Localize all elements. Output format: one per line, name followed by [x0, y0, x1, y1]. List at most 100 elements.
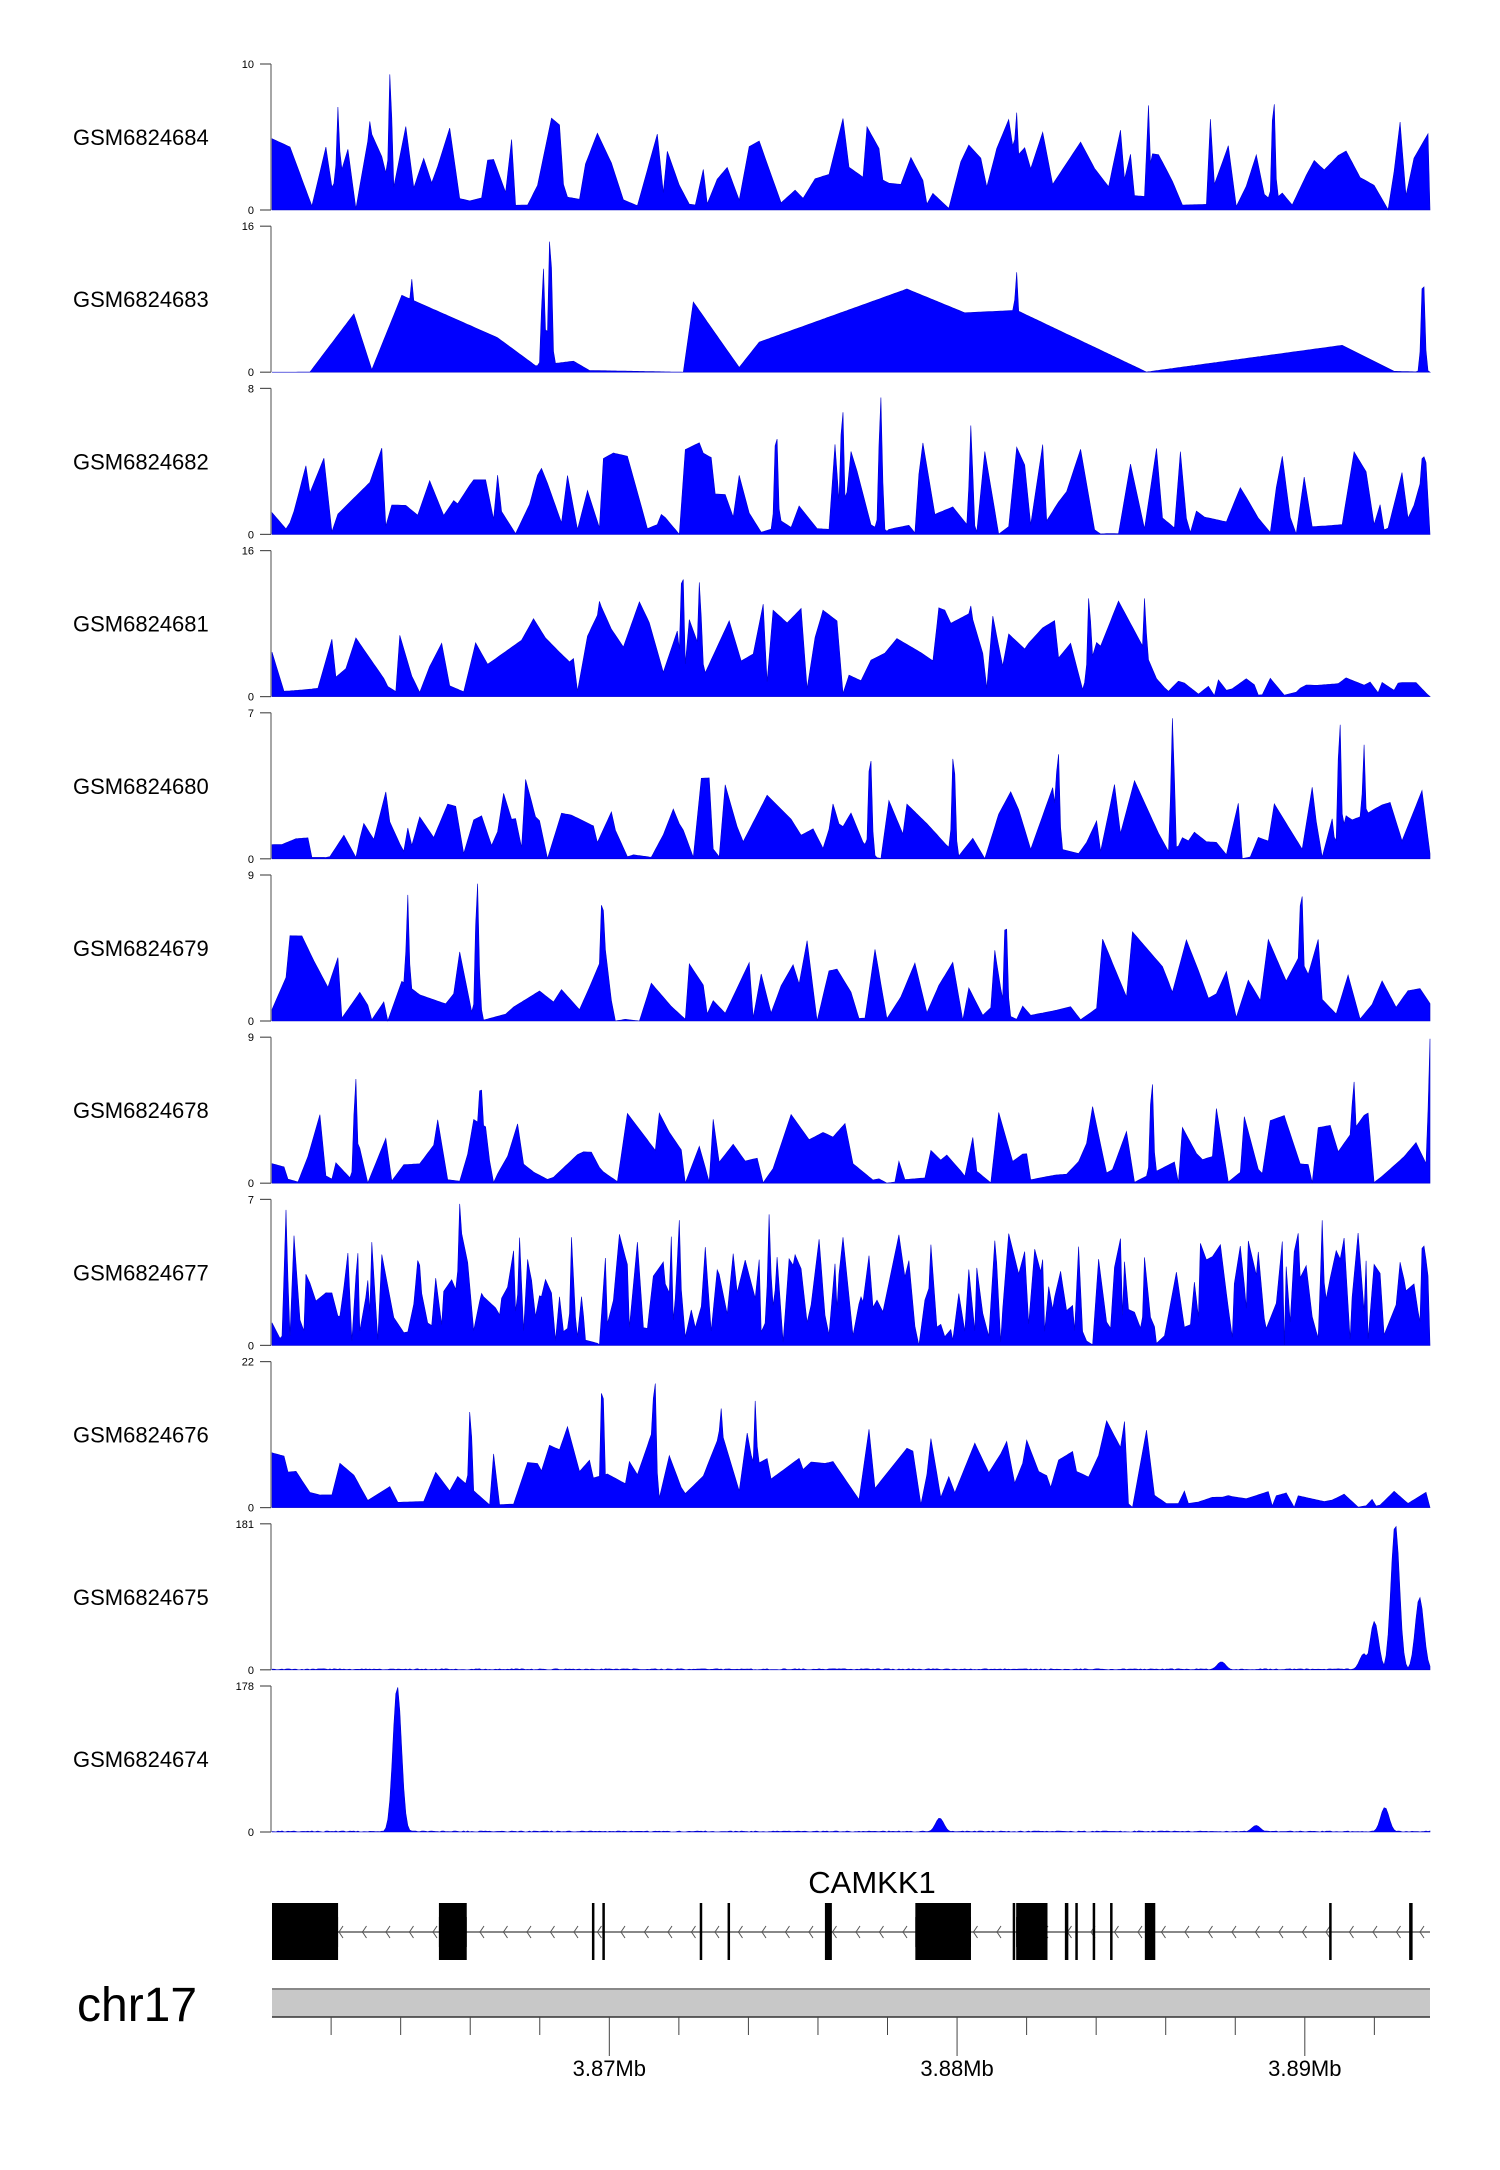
signal-area: [271, 883, 1431, 1022]
strand-arrow-icon: [831, 1925, 837, 1939]
exon: [1075, 1903, 1078, 1960]
y-tick-label-max: 7: [248, 1194, 254, 1206]
strand-arrow-icon: [643, 1925, 649, 1939]
chromosome-axis: chr17 3.87Mb 3.88Mb 3.89Mb: [77, 1979, 1430, 2081]
track-GSM6824674: GSM6824674 178 0: [73, 1681, 1431, 1839]
exon: [591, 1903, 595, 1960]
track-GSM6824680: GSM6824680 7 0: [73, 708, 1431, 866]
strand-arrow-icon: [667, 1925, 673, 1939]
y-tick-label-min: 0: [248, 854, 254, 866]
y-tick-label-max: 7: [248, 708, 254, 720]
track-label: GSM6824674: [73, 1747, 209, 1772]
exon: [1110, 1903, 1113, 1960]
exon: [602, 1903, 605, 1960]
strand-arrow-icon: [502, 1925, 508, 1939]
x-tick-label: 3.88Mb: [920, 2056, 993, 2081]
gene-track: CAMKK1: [272, 1865, 1430, 1960]
strand-arrow-icon: [385, 1925, 391, 1939]
exon: [1064, 1903, 1069, 1960]
strand-arrow-icon: [761, 1925, 767, 1939]
y-tick-label-min: 0: [248, 1340, 254, 1352]
strand-arrow-icon: [1254, 1925, 1260, 1939]
exon: [727, 1903, 731, 1960]
track-label: GSM6824683: [73, 287, 209, 312]
track-label: GSM6824675: [73, 1585, 209, 1610]
track-GSM6824676: GSM6824676 22 0: [73, 1357, 1431, 1515]
track-GSM6824681: GSM6824681 16 0: [73, 546, 1431, 704]
y-tick-label-max: 16: [242, 546, 254, 558]
strand-arrow-icon: [784, 1925, 790, 1939]
signal-area: [271, 1203, 1431, 1346]
strand-arrow-icon: [878, 1925, 884, 1939]
track-label: GSM6824684: [73, 125, 209, 150]
strand-arrow-icon: [1160, 1925, 1166, 1939]
strand-arrow-icon: [1348, 1925, 1354, 1939]
y-tick-label-min: 0: [248, 1503, 254, 1515]
strand-arrow-icon: [1231, 1925, 1237, 1939]
strand-arrow-icon: [972, 1925, 978, 1939]
y-tick-label-min: 0: [248, 367, 254, 379]
strand-arrow-icon: [1137, 1925, 1143, 1939]
track-GSM6824677: GSM6824677 7 0: [73, 1194, 1431, 1352]
y-tick-label-max: 9: [248, 1032, 254, 1044]
signal-area: [271, 1687, 1431, 1833]
signal-area: [271, 74, 1431, 211]
signal-area: [272, 241, 1431, 373]
strand-arrow-icon: [714, 1925, 720, 1939]
strand-arrow-icon: [1395, 1925, 1401, 1939]
strand-arrow-icon: [1113, 1925, 1119, 1939]
track-GSM6824675: GSM6824675 181 0: [73, 1519, 1431, 1677]
strand-arrow-icon: [361, 1925, 367, 1939]
track-label: GSM6824676: [73, 1423, 209, 1448]
strand-arrow-icon: [808, 1925, 814, 1939]
y-tick-label-min: 0: [248, 1827, 254, 1839]
strand-arrow-icon: [526, 1925, 532, 1939]
strand-arrow-icon: [620, 1925, 626, 1939]
strand-arrow-icon: [1372, 1925, 1378, 1939]
y-tick-label-min: 0: [248, 205, 254, 217]
strand-arrow-icon: [596, 1925, 602, 1939]
track-GSM6824679: GSM6824679 9 0: [73, 870, 1431, 1028]
signal-area: [271, 718, 1431, 860]
y-tick-label-max: 16: [242, 221, 254, 233]
signal-area: [271, 579, 1431, 697]
y-tick-label-max: 9: [248, 870, 254, 882]
y-tick-label-max: 22: [242, 1357, 254, 1369]
strand-arrow-icon: [690, 1925, 696, 1939]
exon: [1144, 1903, 1156, 1960]
strand-arrow-icon: [1301, 1925, 1307, 1939]
track-label: GSM6824680: [73, 774, 209, 799]
track-GSM6824684: GSM6824684 10 0: [73, 59, 1431, 217]
exon: [1329, 1903, 1332, 1960]
strand-arrow-icon: [855, 1925, 861, 1939]
gene-name-label: CAMKK1: [808, 1865, 935, 1900]
strand-arrow-icon: [573, 1925, 579, 1939]
exon: [1012, 1903, 1016, 1960]
exon-block: [272, 1917, 339, 1947]
strand-arrow-icon: [1419, 1925, 1425, 1939]
x-tick-label: 3.87Mb: [573, 2056, 646, 2081]
y-tick-label-max: 8: [248, 383, 254, 395]
exon: [1092, 1903, 1096, 1960]
y-tick-label-min: 0: [248, 692, 254, 704]
y-tick-label-min: 0: [248, 1016, 254, 1028]
signal-area: [271, 1038, 1431, 1184]
y-tick-label-min: 0: [248, 1178, 254, 1190]
strand-arrow-icon: [737, 1925, 743, 1939]
axis-bar: [272, 1989, 1430, 2017]
strand-arrow-icon: [1278, 1925, 1284, 1939]
track-label: GSM6824681: [73, 612, 209, 637]
y-tick-label-min: 0: [248, 1665, 254, 1677]
exon: [1409, 1903, 1413, 1960]
x-tick-label: 3.89Mb: [1268, 2056, 1341, 2081]
strand-arrow-icon: [408, 1925, 414, 1939]
chromosome-label: chr17: [77, 1979, 197, 2032]
signal-area: [271, 1383, 1431, 1509]
strand-arrow-icon: [1207, 1925, 1213, 1939]
strand-arrow-icon: [902, 1925, 908, 1939]
track-label: GSM6824679: [73, 936, 209, 961]
data-tracks: GSM6824684100GSM6824683160GSM682468280GS…: [73, 59, 1431, 1839]
exon: [824, 1903, 832, 1960]
exon-block: [438, 1917, 467, 1947]
